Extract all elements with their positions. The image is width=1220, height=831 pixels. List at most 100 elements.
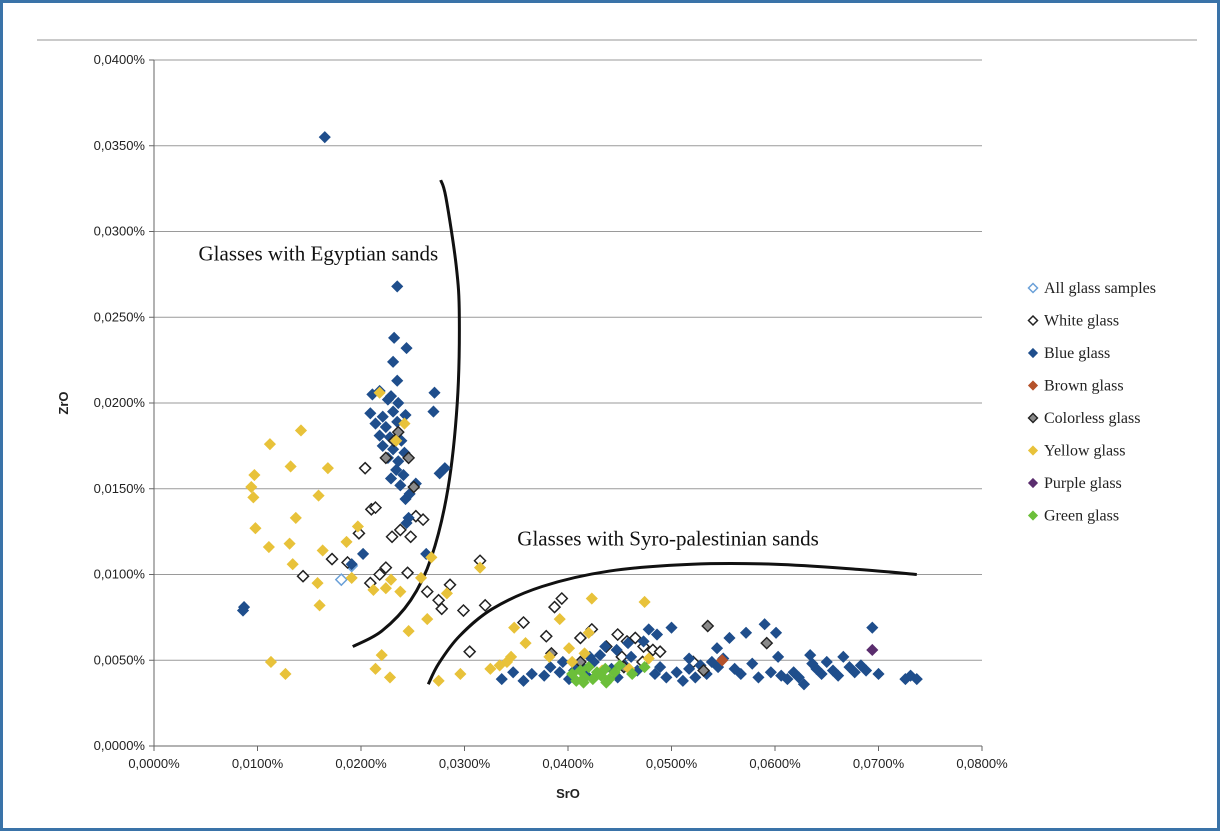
legend-marker-purple-glass bbox=[1027, 477, 1039, 489]
point-yellow-glass bbox=[519, 637, 532, 650]
point-yellow-glass bbox=[543, 650, 556, 663]
point-blue-glass bbox=[507, 666, 520, 679]
point-yellow-glass bbox=[248, 468, 261, 482]
point-all-glass-samples bbox=[334, 573, 348, 587]
point-yellow-glass bbox=[585, 592, 598, 605]
point-blue-glass bbox=[400, 516, 413, 530]
point-green-glass bbox=[600, 676, 613, 689]
point-blue-glass bbox=[676, 674, 689, 687]
point-green-glass bbox=[608, 666, 621, 679]
point-white-glass bbox=[373, 567, 387, 582]
point-blue-glass bbox=[670, 666, 683, 679]
x-tick-label: 0,0700% bbox=[853, 756, 905, 771]
point-yellow-glass bbox=[311, 577, 324, 590]
point-white-glass bbox=[296, 569, 310, 583]
point-white-glass bbox=[547, 600, 562, 614]
point-yellow-glass bbox=[390, 434, 403, 447]
point-blue-glass bbox=[723, 631, 736, 645]
point-blue-glass bbox=[660, 671, 673, 684]
point-yellow-glass bbox=[286, 558, 299, 571]
legend-label-colorless-glass: Colorless glass bbox=[1044, 410, 1140, 427]
point-yellow-glass bbox=[398, 417, 411, 430]
point-blue-glass bbox=[594, 649, 607, 662]
point-yellow-glass bbox=[484, 662, 497, 675]
point-blue-glass bbox=[797, 678, 811, 691]
point-yellow-glass bbox=[345, 571, 358, 584]
point-blue-glass bbox=[364, 407, 377, 420]
point-yellow-glass bbox=[402, 625, 415, 638]
point-blue-glass bbox=[495, 673, 508, 686]
point-blue-glass bbox=[710, 642, 724, 655]
point-yellow-glass bbox=[351, 520, 364, 533]
point-blue-glass bbox=[400, 342, 413, 355]
data-points bbox=[236, 131, 923, 691]
annotation-egyptian-sands: Glasses with Egyptian sands bbox=[199, 242, 439, 266]
point-blue-glass bbox=[379, 420, 392, 434]
point-yellow-glass bbox=[289, 511, 302, 524]
point-white-glass bbox=[401, 566, 415, 580]
legend-label-purple-glass: Purple glass bbox=[1044, 475, 1122, 492]
point-yellow-glass bbox=[373, 386, 386, 399]
point-colorless-glass bbox=[379, 451, 393, 465]
point-colorless-glass bbox=[407, 480, 421, 494]
point-yellow-glass bbox=[283, 537, 296, 550]
legend: All glass samples White glass Blue glass Br… bbox=[1027, 280, 1156, 525]
point-blue-glass bbox=[544, 661, 557, 674]
point-blue-glass bbox=[746, 657, 759, 670]
y-tick-label: 0,0250% bbox=[94, 309, 146, 324]
point-blue-glass bbox=[397, 468, 410, 482]
legend-marker-colorless-glass bbox=[1027, 412, 1039, 424]
point-white-glass bbox=[368, 501, 383, 515]
point-blue-glass bbox=[387, 405, 400, 418]
point-yellow-glass bbox=[264, 655, 278, 669]
y-tick-labels: 0,0000% 0,0050% 0,0100% 0,0150% 0,0200% 0,025… bbox=[94, 52, 146, 753]
y-tick-label: 0,0050% bbox=[94, 652, 146, 667]
point-blue-glass bbox=[683, 662, 696, 675]
point-green-glass bbox=[599, 662, 612, 675]
point-yellow-glass bbox=[553, 613, 566, 626]
point-yellow-glass bbox=[369, 662, 382, 675]
point-blue-glass bbox=[427, 405, 440, 418]
point-blue-glass bbox=[556, 655, 569, 669]
point-blue-glass bbox=[637, 635, 650, 648]
point-blue-glass bbox=[621, 637, 635, 650]
point-blue-glass bbox=[650, 628, 664, 641]
point-blue-glass bbox=[815, 667, 828, 681]
point-yellow-glass bbox=[582, 626, 595, 639]
point-colorless-glass bbox=[697, 664, 711, 678]
point-blue-glass bbox=[391, 374, 404, 387]
point-blue-glass bbox=[391, 280, 404, 293]
point-blue-glass bbox=[357, 547, 370, 560]
x-tick-label: 0,0000% bbox=[128, 756, 180, 771]
point-white-glass bbox=[393, 523, 407, 537]
point-white-glass bbox=[435, 602, 449, 616]
x-tick-label: 0,0600% bbox=[749, 756, 801, 771]
point-yellow-glass bbox=[566, 655, 579, 669]
point-brown-glass bbox=[716, 654, 729, 667]
point-blue-glass bbox=[433, 467, 446, 480]
point-blue-glass bbox=[665, 621, 678, 634]
point-yellow-glass bbox=[383, 671, 397, 684]
y-tick-label: 0,0350% bbox=[94, 138, 146, 153]
point-blue-glass bbox=[599, 640, 612, 653]
point-blue-glass bbox=[381, 393, 394, 406]
point-yellow-glass bbox=[432, 674, 445, 687]
y-tick-label: 0,0150% bbox=[94, 481, 146, 496]
point-blue-glass bbox=[689, 671, 702, 684]
point-colorless-glass bbox=[402, 451, 416, 465]
y-tick-label: 0,0100% bbox=[94, 567, 146, 582]
point-blue-glass bbox=[625, 650, 638, 663]
point-blue-glass bbox=[683, 652, 696, 665]
point-white-glass bbox=[456, 603, 471, 618]
point-blue-glass bbox=[525, 667, 538, 681]
point-white-glass bbox=[478, 598, 492, 612]
boundary-curve bbox=[352, 179, 461, 648]
x-tick-label: 0,0200% bbox=[335, 756, 387, 771]
point-blue-glass bbox=[872, 667, 885, 681]
point-blue-glass bbox=[369, 417, 382, 430]
y-tick-label: 0,0000% bbox=[94, 738, 146, 753]
point-blue-glass bbox=[642, 623, 655, 636]
point-white-glass bbox=[420, 585, 434, 599]
point-blue-glass bbox=[752, 671, 765, 684]
point-yellow-glass bbox=[313, 599, 326, 612]
